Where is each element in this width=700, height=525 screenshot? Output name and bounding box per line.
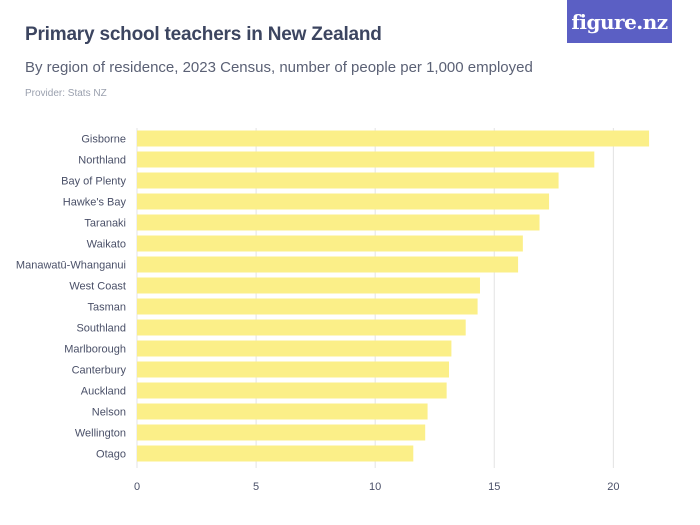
category-label: Tasman <box>87 302 126 314</box>
bar <box>137 445 414 462</box>
bar <box>137 151 595 168</box>
category-label: Wellington <box>75 428 126 440</box>
category-label: Manawatū-Whanganui <box>16 260 126 272</box>
bar <box>137 361 450 378</box>
category-label: Otago <box>96 449 126 461</box>
chart-subtitle: By region of residence, 2023 Census, num… <box>25 59 533 76</box>
x-tick-label: 5 <box>253 481 259 493</box>
x-tick-label: 20 <box>607 481 619 493</box>
category-label: Hawke's Bay <box>63 197 127 209</box>
category-label: Waikato <box>87 239 126 251</box>
category-label: Bay of Plenty <box>61 176 126 188</box>
x-tick-label: 10 <box>369 481 381 493</box>
category-label: Nelson <box>92 407 126 419</box>
bar <box>137 340 452 357</box>
bar <box>137 214 540 231</box>
category-label: Canterbury <box>72 365 127 377</box>
logo-text: figure.nz <box>571 9 668 34</box>
bar <box>137 193 550 210</box>
bar <box>137 382 447 399</box>
bar <box>137 130 650 147</box>
bar <box>137 403 428 420</box>
bar <box>137 172 559 189</box>
category-label: West Coast <box>69 281 126 293</box>
bar <box>137 256 519 273</box>
bar <box>137 319 466 336</box>
category-label: Taranaki <box>84 218 126 230</box>
x-tick-label: 0 <box>134 481 140 493</box>
category-label: Auckland <box>81 386 126 398</box>
chart-title: Primary school teachers in New Zealand <box>25 24 382 45</box>
category-label: Marlborough <box>64 344 126 356</box>
provider-credit: Provider: Stats NZ <box>25 88 107 99</box>
bar <box>137 235 523 252</box>
bar <box>137 277 480 294</box>
category-label: Gisborne <box>81 134 126 146</box>
x-tick-label: 15 <box>488 481 500 493</box>
category-label: Southland <box>76 323 126 335</box>
category-label: Northland <box>78 155 126 167</box>
bar <box>137 298 478 315</box>
bar <box>137 424 426 441</box>
figure-nz-logo[interactable]: figure.nz <box>567 0 672 43</box>
